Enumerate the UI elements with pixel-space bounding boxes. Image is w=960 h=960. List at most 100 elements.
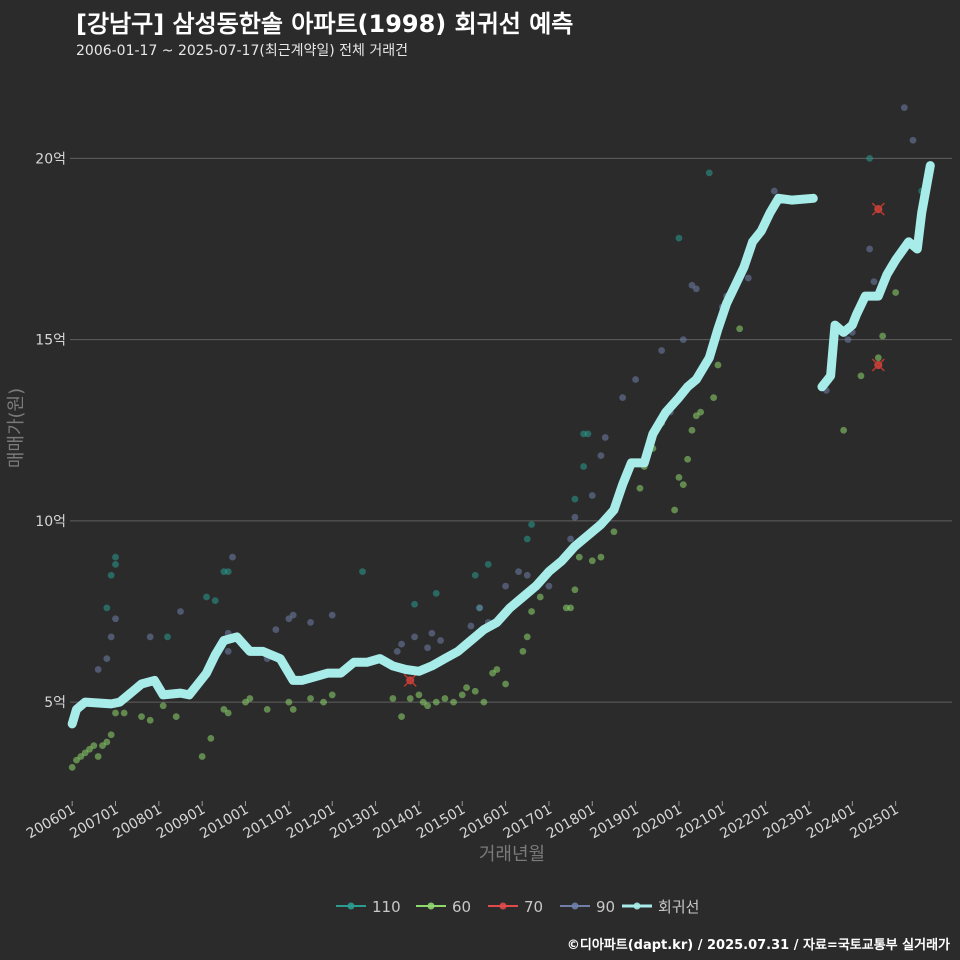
data-point-60 bbox=[458, 691, 466, 699]
data-point-60 bbox=[714, 361, 722, 369]
data-point-90 bbox=[107, 633, 115, 641]
x-tick-label: 200801 bbox=[111, 802, 165, 843]
data-point-110 bbox=[203, 593, 210, 601]
outlier-x-marker bbox=[403, 673, 417, 687]
data-point-60 bbox=[697, 408, 705, 416]
y-axis-label: 매매가(원) bbox=[6, 388, 27, 468]
x-tick-label: 201601 bbox=[457, 802, 511, 843]
data-point-110 bbox=[164, 633, 171, 641]
data-point-90 bbox=[900, 104, 908, 112]
data-point-60 bbox=[112, 709, 119, 717]
x-tick-label: 202501 bbox=[847, 802, 901, 843]
source-caption: ©디아파트(dapt.kr) / 2025.07.31 / 자료=국토교통부 실… bbox=[566, 938, 950, 953]
regression-line bbox=[67, 161, 935, 729]
data-point-60 bbox=[874, 354, 882, 362]
data-point-60 bbox=[120, 709, 128, 717]
data-point-90 bbox=[103, 655, 111, 663]
data-point-60 bbox=[207, 734, 215, 742]
data-point-90 bbox=[571, 513, 579, 521]
legend-key-point bbox=[499, 902, 507, 910]
data-point-60 bbox=[172, 713, 180, 721]
data-point-60 bbox=[710, 394, 718, 402]
data-point-60 bbox=[107, 731, 115, 739]
y-tick-label: 10억 bbox=[35, 514, 66, 530]
x-axis-label: 거래년월 bbox=[479, 844, 545, 865]
x-tick-label: 200701 bbox=[67, 802, 121, 843]
data-point-60 bbox=[198, 753, 206, 760]
data-point-90 bbox=[870, 278, 878, 286]
data-point-60 bbox=[103, 738, 111, 746]
data-point-60 bbox=[688, 426, 696, 434]
data-point-110 bbox=[471, 571, 479, 579]
data-point-60 bbox=[857, 372, 865, 380]
legend-label: 60 bbox=[452, 898, 471, 916]
data-point-60 bbox=[328, 691, 336, 699]
legend-item-60: 60 bbox=[416, 898, 471, 916]
chart-subtitle: 2006-01-17 ~ 2025-07-17(최근계약일) 전체 거래건 bbox=[76, 43, 408, 59]
outlier-x-marker bbox=[871, 358, 885, 372]
legend-label: 90 bbox=[596, 898, 615, 916]
data-point-60 bbox=[575, 553, 583, 561]
x-tick-label: 200901 bbox=[154, 802, 208, 843]
y-tick-label: 5억 bbox=[44, 695, 66, 711]
data-point-60 bbox=[246, 695, 254, 702]
x-tick-label: 201001 bbox=[197, 802, 251, 843]
scatter-points bbox=[68, 104, 926, 771]
data-point-60 bbox=[502, 680, 509, 688]
data-point-110 bbox=[411, 600, 418, 608]
data-point-60 bbox=[450, 698, 457, 706]
data-point-90 bbox=[744, 274, 752, 282]
x-tick-label: 201501 bbox=[414, 802, 468, 843]
data-point-110 bbox=[359, 568, 366, 576]
data-point-60 bbox=[879, 332, 887, 340]
data-point-60 bbox=[588, 557, 596, 565]
grid-lines bbox=[70, 157, 952, 703]
data-point-60 bbox=[68, 763, 76, 771]
data-point-90 bbox=[515, 568, 522, 576]
data-point-110 bbox=[224, 568, 232, 576]
data-point-60 bbox=[138, 713, 145, 721]
data-point-90 bbox=[224, 647, 232, 655]
data-point-60 bbox=[636, 484, 644, 492]
data-point-110 bbox=[432, 589, 440, 597]
data-point-60 bbox=[471, 687, 479, 695]
legend-label: 110 bbox=[372, 898, 401, 916]
data-point-60 bbox=[424, 702, 431, 710]
data-point-90 bbox=[545, 582, 553, 590]
x-tick-label: 202401 bbox=[804, 802, 858, 843]
data-point-90 bbox=[328, 611, 336, 619]
data-point-90 bbox=[428, 629, 436, 637]
data-point-90 bbox=[307, 618, 314, 626]
x-tick-label: 201301 bbox=[327, 802, 381, 843]
x-tick-label: 202101 bbox=[674, 802, 728, 843]
data-point-90 bbox=[523, 571, 531, 579]
outlier-x-marker bbox=[871, 202, 885, 216]
data-point-90 bbox=[393, 647, 401, 655]
regression-segment-2 bbox=[817, 161, 935, 392]
data-point-110 bbox=[211, 597, 219, 605]
data-point-60 bbox=[398, 713, 405, 721]
data-point-60 bbox=[415, 691, 423, 699]
x-tick-label: 201401 bbox=[371, 802, 425, 843]
data-point-60 bbox=[736, 325, 744, 333]
data-point-60 bbox=[263, 705, 271, 713]
data-point-90 bbox=[588, 492, 596, 499]
data-point-60 bbox=[892, 289, 900, 296]
data-point-90 bbox=[94, 666, 102, 673]
data-point-90 bbox=[467, 622, 475, 630]
data-point-110 bbox=[580, 463, 587, 470]
data-point-60 bbox=[307, 695, 314, 702]
data-point-90 bbox=[679, 336, 687, 344]
data-point-110 bbox=[705, 169, 713, 177]
data-point-60 bbox=[146, 716, 154, 724]
data-point-90 bbox=[411, 633, 418, 641]
data-point-90 bbox=[909, 136, 917, 144]
data-point-60 bbox=[493, 666, 501, 673]
legend-item-110: 110 bbox=[336, 898, 401, 916]
x-tick-label: 201201 bbox=[284, 802, 338, 843]
data-point-60 bbox=[285, 698, 293, 706]
chart-title: [강남구] 삼성동한솔 아파트(1998) 회귀선 예측 bbox=[76, 10, 574, 38]
data-point-90 bbox=[437, 637, 444, 644]
data-point-90 bbox=[112, 615, 119, 623]
